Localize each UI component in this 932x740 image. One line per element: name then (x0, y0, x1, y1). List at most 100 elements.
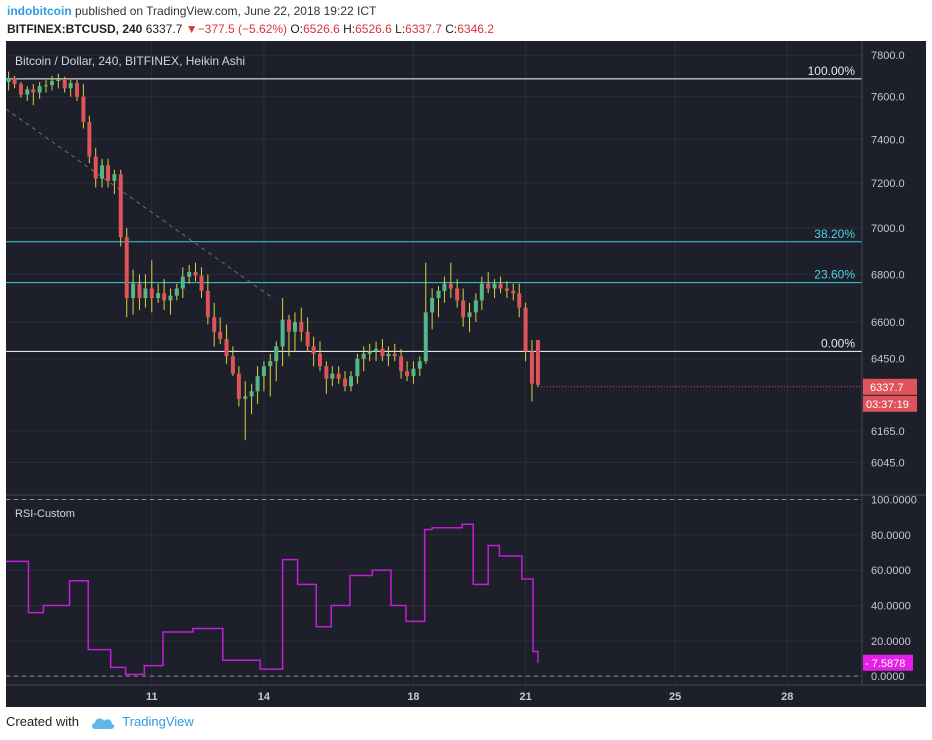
candle-body (106, 165, 111, 181)
trend-line[interactable] (6, 108, 275, 300)
candle-body (112, 174, 117, 181)
main-chart-title: Bitcoin / Dollar, 240, BITFINEX, Heikin … (15, 54, 245, 68)
candle-body (498, 283, 503, 289)
last-price-tag (863, 378, 917, 395)
tradingview-link[interactable]: TradingView (122, 714, 194, 729)
price-tick-label: 6450.0 (871, 354, 905, 366)
rsi-line (6, 523, 539, 676)
candle-body (380, 348, 385, 357)
price-axes: 7800.0 7600.0 7400.0 7200.0 7000.0 6800.0 6600… (6, 41, 926, 686)
rsi-tick-label: 40.0000 (871, 601, 911, 613)
candle-body (93, 156, 98, 179)
author-link[interactable]: indobitcoin (7, 4, 72, 18)
candle-body (274, 346, 279, 362)
chart-background (6, 41, 926, 707)
candle-body (367, 351, 372, 354)
rsi-title: RSI-Custom (15, 508, 75, 520)
candle-body (37, 86, 42, 93)
rsi-tick-label: 60.0000 (871, 565, 911, 577)
time-tick-label: 11 (146, 691, 158, 703)
rsi-value-tag-label: - 7.5878 (865, 658, 905, 670)
candle-body (187, 271, 192, 277)
price-tick-label: 6800.0 (871, 269, 905, 281)
publish-line: indobitcoin published on TradingView.com… (7, 4, 376, 18)
candle-body (137, 283, 142, 299)
time-tick-label: 21 (519, 691, 531, 703)
candle-body (299, 322, 304, 332)
candle-body (193, 271, 198, 276)
last-price-tag-label: 6337.7 (870, 382, 904, 394)
close-label: C: (445, 22, 458, 36)
low-label: L: (395, 22, 406, 36)
candle-body (535, 340, 540, 385)
candle-body (149, 288, 154, 299)
candle-body (31, 89, 36, 93)
candle-body (124, 237, 129, 299)
price-tick-label: 6165.0 (871, 426, 905, 438)
chart-canvas[interactable]: 100.00% 38.20% 23.60% 0.00% 100.0000 80.0000… (6, 41, 926, 707)
candle-body (473, 300, 478, 313)
candle-body (336, 373, 341, 379)
candle-body (504, 288, 509, 291)
candle-body (236, 373, 241, 399)
candle-body (255, 376, 260, 392)
fib-retracement[interactable]: 100.00% 38.20% 23.60% 0.00% (6, 64, 862, 352)
candle-body (292, 322, 297, 332)
candle-body (442, 283, 447, 291)
rsi-tick-label: 20.0000 (871, 636, 911, 648)
candle-body (374, 348, 379, 352)
candle-body (399, 356, 404, 372)
candle-body (343, 378, 348, 387)
price-tick-label: 6600.0 (871, 317, 905, 329)
candle-body (486, 283, 491, 289)
candle-body (511, 290, 516, 294)
candle-body (43, 85, 48, 87)
candle-body (68, 83, 73, 89)
candle-body (199, 275, 204, 291)
candle-body (330, 373, 335, 379)
candle-body (430, 298, 435, 313)
last-price: 6337.7 (145, 22, 183, 36)
rsi-tick-label: 100.0000 (871, 495, 917, 507)
candle-body (317, 353, 322, 367)
candle-body (49, 81, 54, 86)
candle-body (529, 351, 534, 384)
fib-level-label: 0.00% (821, 336, 855, 350)
candle-body (467, 312, 472, 318)
candle-body (249, 391, 254, 397)
created-with-label: Created with (6, 714, 79, 729)
candle-body (268, 361, 273, 367)
candle-body (492, 283, 497, 289)
candle-body (100, 165, 105, 179)
candle-body (230, 356, 235, 374)
ohlc-line: BITFINEX:BTCUSD, 240 6337.7 ▼−377.5 (−5.… (7, 22, 494, 36)
candle-body (180, 276, 185, 289)
candle-body (411, 368, 416, 377)
candle-body (305, 331, 310, 347)
candle-body (75, 83, 80, 97)
candle-body (81, 96, 86, 123)
high-label: H: (343, 22, 356, 36)
high-value: 6526.6 (355, 22, 392, 36)
candle-body (218, 331, 223, 340)
candle-body (261, 366, 266, 377)
candle-body (62, 78, 67, 89)
countdown-tag (863, 395, 917, 412)
time-tick-label: 25 (669, 691, 681, 703)
tradingview-cloud-icon (91, 718, 114, 729)
candle-body (423, 312, 428, 362)
candle-body (355, 358, 360, 377)
candle-body (417, 361, 422, 369)
candle-body (517, 293, 522, 308)
candle-body (386, 353, 391, 357)
candle-body (286, 319, 291, 332)
symbol-label: BITFINEX:BTCUSD, 240 (7, 22, 143, 36)
rsi-tick-label: 80.0000 (871, 530, 911, 542)
candle-body (118, 174, 123, 238)
candle-body (156, 293, 161, 299)
candle-body (461, 300, 466, 318)
candle-body (455, 288, 460, 301)
footer: Created with TradingView (6, 714, 194, 730)
rsi-pane: 100.0000 80.0000 60.0000 40.0000 20.0000 0.00… (6, 495, 917, 683)
candle-body (87, 122, 92, 157)
